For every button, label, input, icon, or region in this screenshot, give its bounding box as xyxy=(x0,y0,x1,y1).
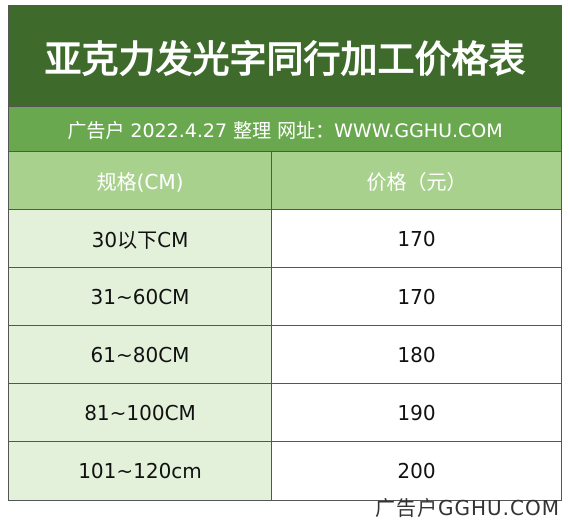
size-cell: 61~80CM xyxy=(9,326,272,383)
price-cell: 170 xyxy=(272,268,561,325)
table-row: 31~60CM 170 xyxy=(9,268,561,326)
size-cell: 30以下CM xyxy=(9,210,272,267)
column-header: 价格（元） xyxy=(272,152,561,209)
header-row: 规格(CM) 价格（元） xyxy=(9,152,561,210)
size-cell: 31~60CM xyxy=(9,268,272,325)
table-row: 81~100CM 190 xyxy=(9,384,561,442)
price-cell: 190 xyxy=(272,384,561,441)
price-cell: 170 xyxy=(272,210,561,267)
table-row: 101~120cm 200 xyxy=(9,442,561,500)
price-cell: 200 xyxy=(272,442,561,500)
price-cell: 180 xyxy=(272,326,561,383)
column-header: 规格(CM) xyxy=(9,152,272,209)
price-sheet: 亚克力发光字同行加工价格表 广告户 2022.4.27 整理 网址：WWW.GG… xyxy=(8,5,562,501)
title: 亚克力发光字同行加工价格表 xyxy=(9,6,561,107)
subtitle: 广告户 2022.4.27 整理 网址：WWW.GGHU.COM xyxy=(9,107,561,152)
table-row: 61~80CM 180 xyxy=(9,326,561,384)
watermark: 广告户GGHU.COM xyxy=(375,496,560,520)
size-cell: 81~100CM xyxy=(9,384,272,441)
size-cell: 101~120cm xyxy=(9,442,272,500)
table-row: 30以下CM 170 xyxy=(9,210,561,268)
